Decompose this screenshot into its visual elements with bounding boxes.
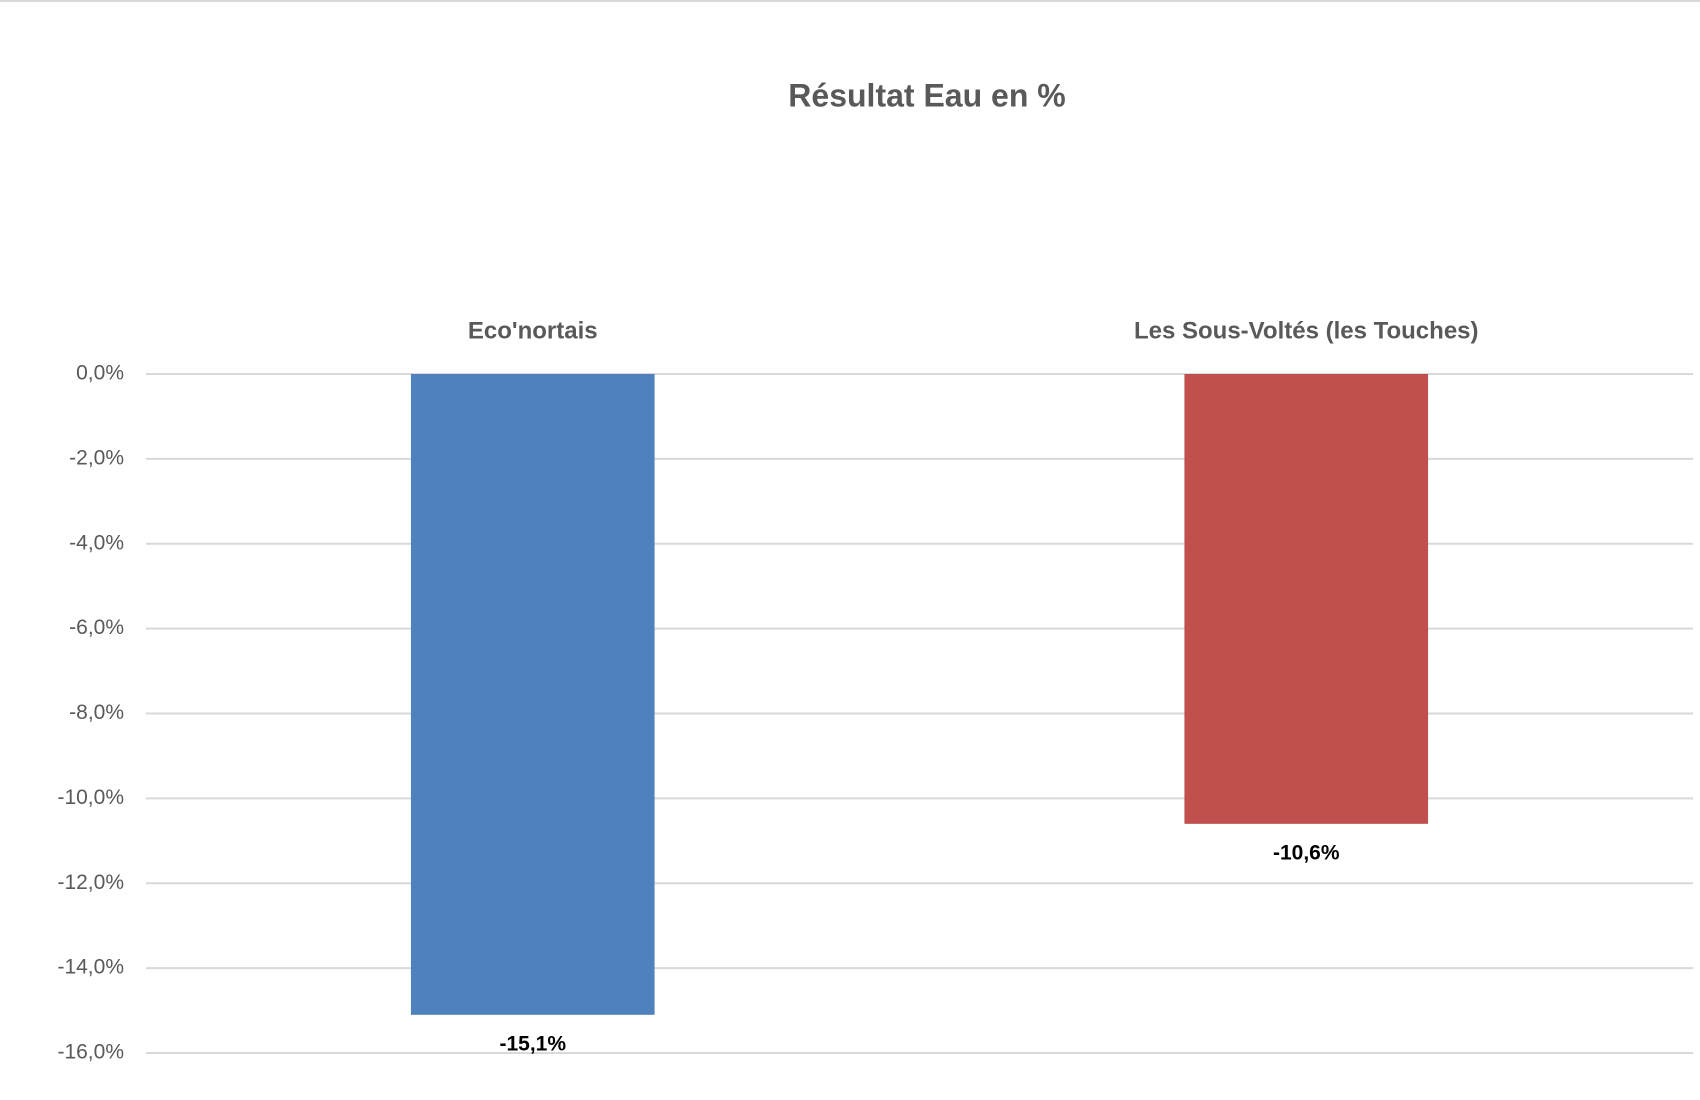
chart-title: Résultat Eau en % — [788, 77, 1065, 113]
y-tick-label: -2,0% — [69, 446, 124, 469]
value-label: -10,6% — [1273, 841, 1340, 864]
bar — [410, 374, 655, 1015]
x-tick-label: Les Sous-Voltés (les Touches) — [1134, 317, 1479, 344]
y-tick-label: -10,0% — [57, 786, 124, 809]
y-tick-label: -8,0% — [69, 701, 124, 724]
y-tick-label: -14,0% — [57, 956, 124, 979]
y-tick-label: -4,0% — [69, 531, 124, 554]
y-tick-label: -12,0% — [57, 871, 124, 894]
y-tick-label: -6,0% — [69, 616, 124, 639]
value-label: -15,1% — [499, 1032, 566, 1055]
bar — [1184, 374, 1429, 824]
x-tick-label: Eco'nortais — [468, 317, 598, 344]
y-tick-label: -16,0% — [57, 1041, 124, 1064]
y-tick-label: 0,0% — [76, 362, 124, 385]
